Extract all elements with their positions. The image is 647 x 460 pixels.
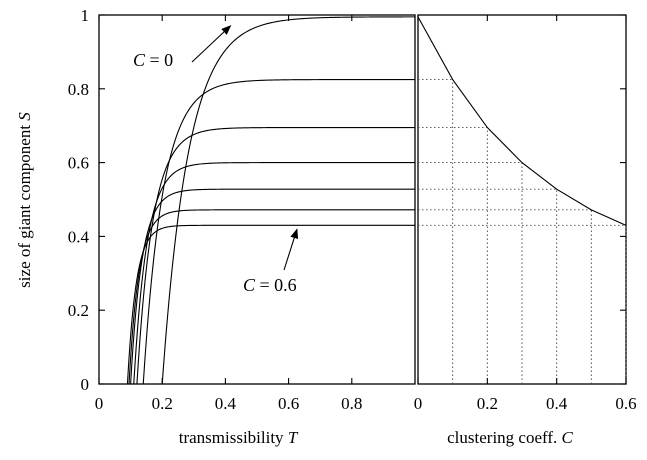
right-panel-grid: [418, 79, 627, 384]
left-panel-curves: [99, 16, 415, 385]
y-tick-label: 0.2: [68, 301, 89, 320]
right-panel-curve: [417, 16, 627, 226]
annotation-arrow-c06: [283, 228, 299, 271]
annotation-c0: C = 0: [133, 50, 173, 70]
series-line: [417, 16, 627, 226]
series-line: [99, 209, 415, 385]
x-tick-label: 0.8: [341, 394, 362, 413]
series-line: [99, 188, 415, 385]
left-axis-ticks: 0 0.2 0.4 0.6 0.8 0 0.2 0.4 0.6 0.8 1: [68, 6, 626, 413]
series-line: [99, 127, 415, 385]
x-tick-label: 0.2: [152, 394, 173, 413]
series-line: [99, 16, 415, 385]
annotations: C = 0 C = 0.6: [133, 25, 299, 295]
annotation-c06: C = 0.6: [243, 275, 297, 295]
right-axis-ticks: 0 0.2 0.4 0.6: [414, 15, 637, 413]
y-tick-label: 0.8: [68, 80, 89, 99]
y-axis-label: size of giant component S: [15, 112, 34, 288]
x-tick-label: 0.6: [615, 394, 636, 413]
x-tick-label: 0.2: [477, 394, 498, 413]
series-line: [99, 162, 415, 385]
series-line: [99, 79, 415, 385]
y-tick-label: 0.4: [68, 227, 90, 246]
x-tick-label: 0: [95, 394, 104, 413]
annotation-arrow-c0: [191, 25, 232, 63]
x-tick-label: 0.4: [546, 394, 568, 413]
x-tick-label: 0.4: [215, 394, 237, 413]
y-tick-label: 0: [81, 375, 90, 394]
y-tick-label: 1: [81, 6, 90, 25]
left-x-axis-label: transmissibility T: [179, 428, 299, 447]
left-plot-frame: [98, 14, 416, 385]
x-tick-label: 0: [414, 394, 423, 413]
right-x-axis-label: clustering coeff. C: [447, 428, 573, 447]
series-line: [99, 224, 415, 385]
y-tick-label: 0.6: [68, 154, 89, 173]
x-tick-label: 0.6: [278, 394, 299, 413]
